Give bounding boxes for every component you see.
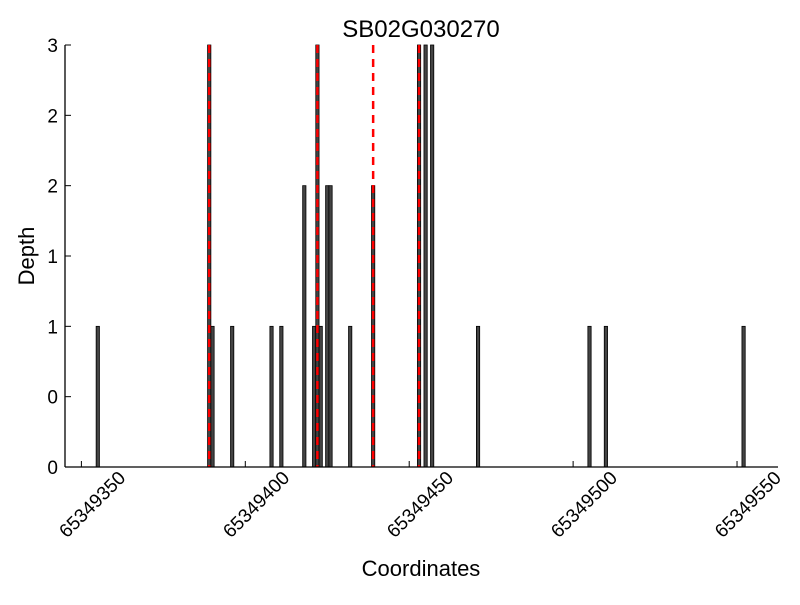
- bar: [312, 325, 317, 468]
- y-tick-label: 1: [47, 317, 58, 338]
- bar: [210, 325, 215, 468]
- x-tick-label: 65349400: [219, 468, 294, 543]
- bar: [269, 325, 274, 468]
- bar: [430, 44, 435, 468]
- y-tick-label: 0: [47, 388, 58, 409]
- x-tick-label: 65349450: [383, 468, 458, 543]
- y-tick-label: 0: [47, 458, 58, 479]
- y-tick-label: 1: [47, 247, 58, 268]
- bar: [325, 185, 330, 468]
- bar: [279, 325, 284, 468]
- bar: [318, 325, 323, 468]
- x-ticks: 65349350 65349400 65349450 65349500 65349550: [56, 461, 786, 542]
- chart-title: SB02G030270: [342, 16, 499, 43]
- y-tick-label: 2: [47, 177, 58, 198]
- y-tick-label: 2: [47, 106, 58, 127]
- bar: [328, 185, 333, 468]
- bar: [95, 325, 100, 468]
- bar: [230, 325, 235, 468]
- y-tick-label: 3: [47, 36, 58, 57]
- bar: [741, 325, 746, 468]
- bar: [603, 325, 608, 468]
- y-ticks: 0 0 1 1 2 2 3: [47, 36, 71, 479]
- bars-group: [95, 44, 746, 468]
- bar: [302, 185, 307, 468]
- x-tick-label: 65349550: [711, 468, 786, 543]
- bar: [348, 325, 353, 468]
- marker-lines-group: [207, 45, 421, 467]
- axes: [64, 45, 778, 468]
- x-tick-label: 65349500: [547, 468, 622, 543]
- x-tick-label: 65349350: [56, 468, 131, 543]
- y-axis-label: Depth: [14, 227, 39, 286]
- bar: [423, 44, 428, 468]
- x-axis-label: Coordinates: [362, 556, 481, 581]
- bar: [587, 325, 592, 468]
- bar: [476, 325, 481, 468]
